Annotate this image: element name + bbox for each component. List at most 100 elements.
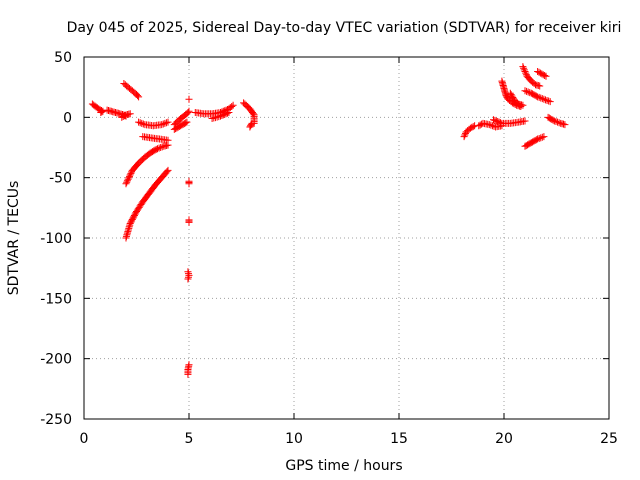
data-point [184, 109, 192, 117]
series-arc-06 [139, 133, 172, 144]
y-tick-label: 0 [63, 110, 72, 126]
data-point [229, 101, 237, 109]
data-point [519, 63, 527, 71]
data-point [185, 218, 193, 226]
data-point [534, 93, 542, 101]
data-point [522, 69, 530, 77]
data-point [519, 101, 527, 109]
data-point [98, 108, 106, 116]
data-point [154, 145, 161, 153]
series-arc-01 [88, 100, 107, 117]
data-point [182, 119, 190, 127]
x-tick-label: 20 [495, 431, 513, 447]
data-point [487, 121, 495, 129]
x-tick-label: 10 [285, 431, 303, 447]
y-tick-label: -100 [40, 231, 72, 247]
data-point [485, 121, 493, 129]
data-point [469, 123, 477, 131]
data-point [161, 119, 169, 127]
data-point [164, 166, 172, 174]
series-arc-24 [506, 89, 527, 109]
data-point [228, 102, 236, 110]
data-point [184, 275, 192, 283]
data-point [508, 92, 516, 100]
x-tick-label: 15 [390, 431, 408, 447]
tick-layer: 0 5 10 15 20 25 -250 -200 -150 -100 -50 0 50 [40, 50, 618, 447]
series-arc-25 [519, 63, 544, 90]
data-point [185, 271, 193, 279]
data-point [538, 133, 546, 141]
x-axis-label: GPS time / hours [285, 458, 402, 474]
data-point [461, 131, 469, 139]
data-point [163, 168, 171, 176]
data-point [541, 96, 549, 104]
data-point [524, 88, 532, 96]
data-point [126, 171, 134, 179]
data-point [126, 172, 133, 180]
data-point [125, 174, 133, 182]
series-arc-29 [544, 113, 569, 129]
data-point [225, 109, 233, 117]
data-point [521, 117, 529, 125]
series-arc-12 [185, 177, 193, 188]
series-arc-03 [118, 110, 134, 121]
data-point [185, 107, 193, 115]
data-point [520, 66, 528, 74]
series-arc-05 [135, 118, 172, 130]
data-point [249, 110, 257, 118]
data-point [523, 87, 531, 95]
data-point [520, 64, 528, 72]
plot-frame [83, 56, 610, 420]
data-point [247, 121, 255, 129]
y-tick-label: -150 [40, 291, 72, 307]
series-arc-09 [170, 107, 193, 129]
data-point [184, 268, 192, 276]
y-tick-label: 50 [54, 50, 72, 66]
data-point [543, 96, 551, 104]
x-tick-label: 0 [80, 431, 89, 447]
data-point [123, 177, 131, 185]
data-point [545, 97, 553, 105]
data-point [162, 119, 170, 127]
data-point [554, 118, 562, 126]
data-point [136, 119, 144, 127]
data-point [134, 92, 142, 100]
series-arc-23 [498, 77, 525, 110]
series-arc-13 [185, 216, 193, 226]
data-point [158, 121, 166, 129]
data-point [127, 169, 135, 177]
series-arc-26 [521, 87, 554, 106]
data-point [555, 119, 563, 127]
data-layer [88, 63, 569, 378]
data-point [184, 370, 192, 378]
data-point [164, 141, 172, 149]
x-tick-label: 25 [600, 431, 618, 447]
series-arc-11 [185, 95, 193, 103]
data-point [248, 119, 256, 127]
data-point [124, 175, 132, 183]
data-point [535, 93, 543, 101]
y-tick-label: -200 [40, 352, 72, 368]
data-point [550, 117, 558, 125]
data-point [537, 94, 545, 102]
data-point [184, 273, 192, 281]
y-axis-label: SDTVAR / TECUs [6, 181, 22, 296]
data-point [532, 136, 540, 144]
data-point [135, 118, 143, 126]
series-arc-07 [122, 141, 172, 188]
data-point [122, 180, 130, 188]
series-arc-17 [208, 109, 233, 123]
series-arc-28 [521, 133, 548, 150]
data-point [185, 95, 193, 103]
series-arc-22 [490, 116, 529, 127]
data-point [542, 72, 550, 80]
data-point [521, 67, 529, 75]
data-point [521, 87, 529, 95]
data-point [135, 93, 143, 101]
data-point [526, 89, 534, 97]
series-arc-15 [184, 361, 193, 378]
data-point [509, 94, 517, 102]
data-point [185, 180, 193, 188]
series-arc-10 [170, 118, 191, 133]
data-point [538, 95, 546, 103]
